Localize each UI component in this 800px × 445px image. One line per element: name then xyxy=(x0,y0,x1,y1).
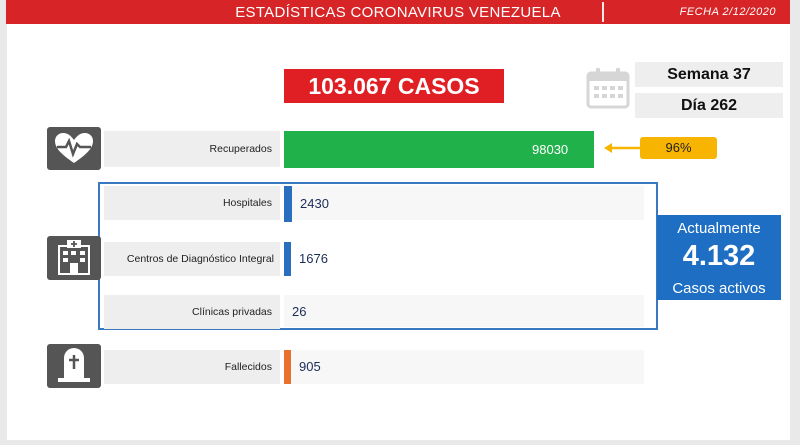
bar-cdi xyxy=(284,242,291,276)
recovered-percent-badge: 96% xyxy=(640,137,717,159)
bar-value-cdi: 1676 xyxy=(299,251,328,266)
active-bottom-label: Casos activos xyxy=(672,280,766,297)
active-value: 4.132 xyxy=(682,240,756,272)
bar-value-clinicas: 26 xyxy=(292,304,307,319)
label-fallecidos: Fallecidos xyxy=(104,350,280,384)
active-top-label: Actualmente xyxy=(677,220,761,237)
bar-value-fallecidos: 905 xyxy=(299,359,321,374)
bar-value-recuperados: 98030 xyxy=(532,141,569,157)
frame-left xyxy=(0,0,7,445)
label-recuperados: Recuperados xyxy=(104,131,280,167)
label-clinicas: Clínicas privadas xyxy=(104,295,280,329)
recovered-icon-box xyxy=(47,127,101,170)
header-date: FECHA 2/12/2020 xyxy=(679,6,776,18)
header-title: ESTADÍSTICAS CORONAVIRUS VENEZUELA xyxy=(235,4,561,21)
deaths-icon-box xyxy=(47,344,101,388)
heartbeat-icon xyxy=(55,133,93,163)
calendar-icon xyxy=(586,68,630,109)
week-label: Semana 37 xyxy=(635,62,783,87)
label-cdi: Centros de Diagnóstico Integral xyxy=(104,242,280,276)
header-divider xyxy=(602,2,604,22)
bar-recuperados xyxy=(284,131,594,168)
frame-bottom xyxy=(0,440,800,445)
day-label: Día 262 xyxy=(635,93,783,118)
bar-fallecidos xyxy=(284,350,291,384)
hospital-icon xyxy=(58,240,90,275)
row-band-hospitales xyxy=(284,186,644,220)
header-bar: ESTADÍSTICAS CORONAVIRUS VENEZUELA FECHA… xyxy=(6,0,790,24)
grave-icon xyxy=(58,348,90,382)
active-cases-box: Actualmente 4.132 Casos activos xyxy=(657,215,781,300)
bar-hospitales xyxy=(284,186,292,222)
hospital-icon-box xyxy=(47,236,101,280)
total-cases-banner: 103.067 CASOS xyxy=(284,69,504,103)
arrow-left-icon xyxy=(604,143,641,153)
row-band-clinicas xyxy=(284,295,644,327)
bar-value-hospitales: 2430 xyxy=(300,196,329,211)
frame-right xyxy=(790,0,800,445)
row-band-fallecidos xyxy=(284,350,644,384)
label-hospitales: Hospitales xyxy=(104,186,280,220)
